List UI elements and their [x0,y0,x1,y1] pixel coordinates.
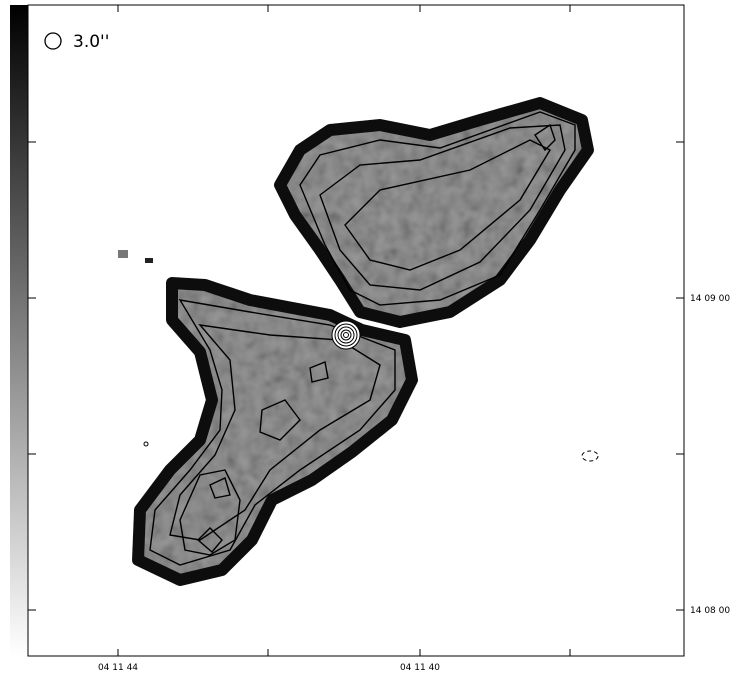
beam [45,33,61,49]
core [332,321,360,349]
x-tick-label: 04 11 44 [98,663,138,673]
y-tick-label: 14 09 00 [690,294,730,304]
y-tick-label: 14 08 00 [690,606,730,616]
x-tick-label: 04 11 40 [400,663,440,673]
colorbar [10,5,28,656]
beam-label: 3.0'' [73,32,109,52]
radio-map: 04 11 44 04 11 40 14 09 00 14 08 00 3.0'… [0,0,736,675]
